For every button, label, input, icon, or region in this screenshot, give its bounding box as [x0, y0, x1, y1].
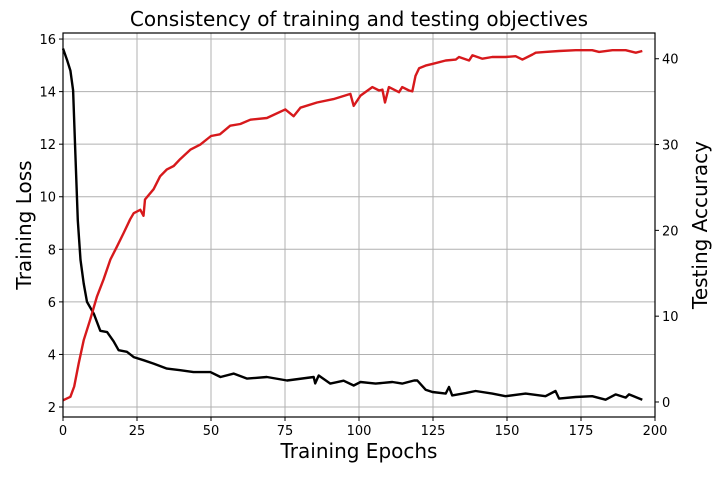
- y-tick-label-left: 12: [39, 138, 56, 153]
- testing-accuracy-line: [62, 49, 643, 402]
- y-axis-label-right: Testing Accuracy: [688, 141, 712, 310]
- x-tick-label: 100: [347, 424, 372, 439]
- x-tick-label: 175: [569, 424, 594, 439]
- y-tick-label-right: 20: [662, 224, 679, 239]
- x-tick-label: 25: [129, 424, 146, 439]
- y-tick-label-left: 14: [39, 86, 56, 101]
- grid: [62, 33, 656, 417]
- x-axis-label: Training Epochs: [280, 439, 438, 463]
- y-tick-label-left: 6: [48, 296, 56, 311]
- chart-title: Consistency of training and testing obje…: [130, 7, 588, 31]
- x-tick-label: 75: [277, 424, 294, 439]
- ticks: 0 25 50 75 100 125 150 175 200 2 4 6 8 10 12 14 16 0 10 20 3…: [39, 33, 678, 439]
- y-tick-label-right: 10: [662, 310, 679, 325]
- y-axis-label-left: Training Loss: [12, 160, 36, 290]
- series-layer: [61, 48, 643, 402]
- y-tick-label-right: 40: [662, 53, 679, 68]
- y-tick-label-left: 2: [48, 401, 56, 416]
- x-tick-label: 200: [643, 424, 668, 439]
- x-tick-label: 50: [203, 424, 220, 439]
- y-tick-label-left: 4: [48, 348, 56, 363]
- y-tick-label-left: 16: [39, 33, 56, 48]
- y-tick-label-left: 8: [48, 243, 56, 258]
- x-tick-label: 0: [59, 424, 67, 439]
- training-loss-line: [61, 48, 643, 401]
- y-tick-label-right: 30: [662, 139, 679, 154]
- y-tick-label-right: 0: [662, 396, 670, 411]
- x-tick-label: 150: [495, 424, 520, 439]
- x-tick-label: 125: [421, 424, 446, 439]
- y-tick-label-left: 10: [39, 191, 56, 206]
